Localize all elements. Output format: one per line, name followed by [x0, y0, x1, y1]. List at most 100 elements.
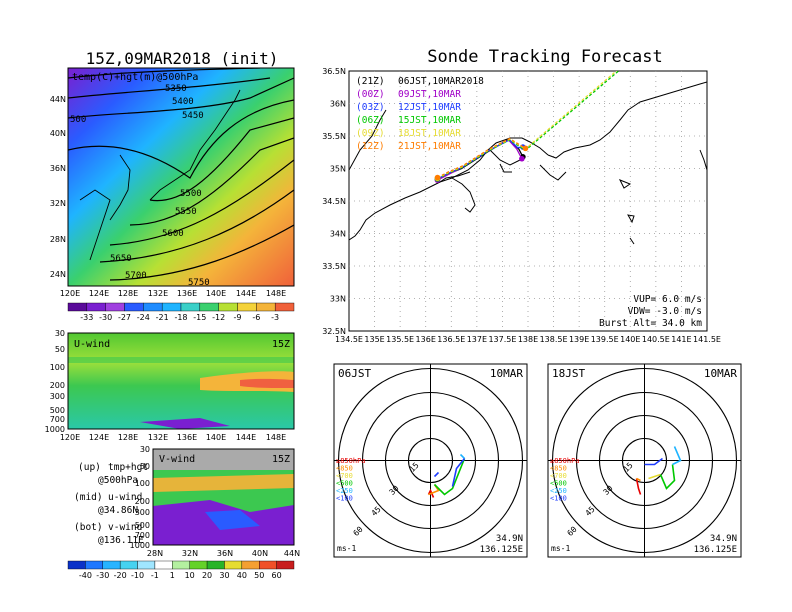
level-label: <700 — [550, 472, 567, 480]
hodograph-segment — [427, 488, 435, 498]
lon-tick: 148E — [266, 433, 286, 442]
hodo-date: 10MAR — [704, 367, 737, 380]
track-line — [437, 71, 618, 179]
lon-tick: 137E — [467, 335, 487, 344]
hodo-time: 18JST — [552, 367, 585, 380]
coastline-japan — [79, 89, 241, 261]
level-label: <250 — [336, 487, 353, 495]
lat-tick: 33.5N — [322, 262, 346, 271]
hodograph-segment — [635, 478, 642, 495]
level-label: ≥850hPa — [336, 457, 366, 465]
legend-time: (12Z) — [356, 141, 385, 152]
lat-tick: 36N — [217, 549, 233, 558]
note-key: (up) — [78, 462, 101, 473]
hodograph-segment — [648, 473, 661, 480]
colorbar-label: 20 — [202, 571, 212, 580]
lon-tick: 144E — [236, 289, 256, 298]
lat-tick: 28N — [50, 235, 66, 244]
colorbar-swatch — [161, 302, 182, 312]
colorbar-label: -24 — [137, 313, 150, 322]
note-key: (mid) — [74, 492, 103, 503]
level-label: <850 — [550, 465, 567, 473]
contour-label: 5550 — [175, 207, 197, 217]
lon-tick: 144E — [236, 433, 256, 442]
hodograph-segment — [433, 471, 440, 478]
contour-label: 500 — [70, 115, 86, 125]
lon-tick: 136E — [177, 433, 197, 442]
note-key: (bot) — [74, 522, 103, 533]
lon-tick: 139.5E — [591, 335, 619, 344]
colorbar-label: -40 — [79, 571, 92, 580]
colorbar-swatch — [180, 302, 201, 312]
track-line — [437, 137, 526, 179]
left-map-lon-ticks: 120E 124E 128E 132E 136E 140E 144E 148E — [60, 289, 286, 298]
colorbar-swatch — [224, 560, 243, 570]
colorbar-label: -9 — [234, 313, 242, 322]
legend-time: (06Z) — [356, 115, 385, 126]
legend-date: 18JST,10MAR — [398, 128, 461, 139]
level-label: <500 — [550, 480, 567, 488]
lon-tick: 148E — [266, 289, 286, 298]
v-wind-label: V-wind — [159, 454, 195, 465]
note-value: tmp+hgt — [108, 462, 148, 473]
colorbar-label: -18 — [174, 313, 187, 322]
lon-tick: 124E — [89, 433, 109, 442]
lon-tick: 140E — [620, 335, 640, 344]
lat-tick: 36.5N — [322, 67, 346, 76]
legend-time: (09Z) — [356, 128, 385, 139]
lon-tick: 135E — [364, 335, 384, 344]
pressure-tick: 30 — [55, 329, 65, 338]
lat-tick: 35.5N — [322, 132, 346, 141]
track-line — [437, 71, 620, 180]
track-lon-ticks: 134.5E 135E 135.5E 136E 136.5E 137E 137.5E 138E… — [335, 335, 721, 344]
temperature-map: temp(C)+hgt(m)@500hPa 5350 5400 5450 500… — [67, 67, 295, 288]
colorbar-label: -3 — [271, 313, 279, 322]
contour-label: 5500 — [180, 189, 202, 199]
pressure-tick: 200 — [135, 497, 150, 506]
lat-tick: 32N — [50, 199, 66, 208]
colorbar-label: 60 — [272, 571, 282, 580]
colorbar-label: 30 — [219, 571, 229, 580]
hodograph-segment — [672, 446, 682, 466]
lat-tick: 34.5N — [322, 197, 346, 206]
landing-point — [522, 145, 529, 152]
lat-tick: 34N — [330, 230, 346, 239]
hodo-time: 06JST — [338, 367, 371, 380]
lon-tick: 135.5E — [386, 335, 414, 344]
pressure-tick: 100 — [50, 363, 65, 372]
map-field-label: temp(C)+hgt(m)@500hPa — [72, 72, 198, 83]
lat-tick: 35N — [330, 165, 346, 174]
colorbar-swatch — [102, 560, 121, 570]
level-label: <700 — [336, 472, 353, 480]
colorbar-label: -27 — [118, 313, 131, 322]
pressure-tick: 1000 — [45, 425, 65, 434]
u-wind-lon-ticks: 120E 124E 128E 132E 136E 140E 144E 148E — [60, 433, 286, 442]
colorbar-swatch — [256, 302, 276, 312]
colorbar-swatch — [172, 560, 190, 570]
tracking-map — [348, 70, 708, 332]
note-value: @136.11E — [98, 535, 144, 546]
colorbar-swatch — [154, 560, 173, 570]
contour-labels: 5350 5400 5450 500 5500 5550 5600 5650 5… — [70, 84, 210, 288]
u-wind-time: 15Z — [272, 339, 290, 350]
hodo-date: 10MAR — [490, 367, 523, 380]
level-label: <100 — [550, 495, 567, 503]
note-value: v-wind — [108, 522, 142, 533]
station-lon: 136.125E — [480, 545, 523, 555]
wind-colorbar: -40 -30 -20 -10 -1 1 10 20 30 40 50 60 — [67, 560, 295, 580]
colorbar-swatch — [124, 302, 144, 312]
hodograph-segment — [433, 458, 466, 496]
lat-tick: 32N — [182, 549, 198, 558]
hodograph-segment — [659, 464, 676, 490]
v-wind-panel: V-wind 15Z — [152, 448, 295, 546]
colorbar-swatch — [85, 560, 103, 570]
pressure-tick: 500 — [50, 406, 65, 415]
lon-tick: 140E — [206, 289, 226, 298]
colorbar-label: -21 — [156, 313, 169, 322]
hodograph-segment — [636, 477, 641, 482]
colorbar-swatch — [274, 302, 295, 312]
colorbar-swatch — [67, 560, 86, 570]
legend-time: (03Z) — [356, 102, 385, 113]
colorbar-label: -1 — [151, 571, 159, 580]
